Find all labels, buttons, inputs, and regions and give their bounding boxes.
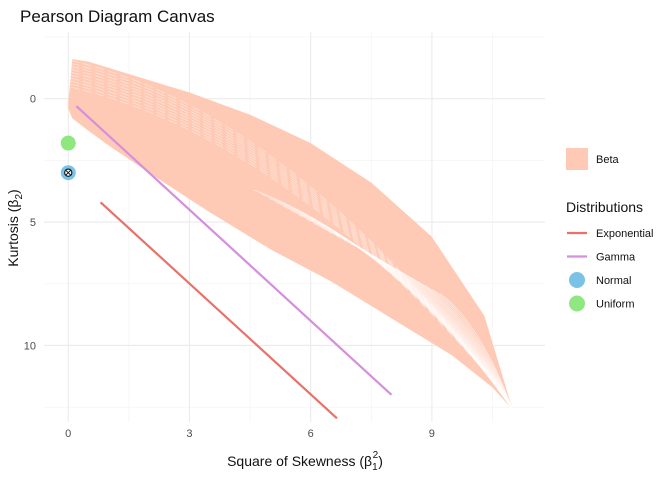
beta-curve [439, 293, 514, 410]
y-axis-label-symbol: (β [5, 200, 21, 213]
legend: Beta Distributions Exponential Gamma Normal U… [566, 148, 654, 312]
y-axis-label-sub: 2 [14, 194, 25, 200]
beta-outer-curve [70, 74, 509, 401]
beta-curve [432, 289, 514, 410]
beta-curve [424, 284, 514, 410]
legend-label-gamma: Gamma [596, 252, 636, 264]
x-tick-label: 3 [186, 428, 192, 440]
legend-key-beta [566, 148, 588, 170]
series-line-exponential [99, 201, 338, 420]
chart-title: Pearson Diagram Canvas [20, 7, 215, 26]
tick-labels: 0 3 6 9 0 5 10 [24, 94, 435, 440]
points-layer [60, 135, 76, 181]
legend-label-normal: Normal [596, 275, 631, 287]
beta-outer-curve [70, 80, 509, 401]
reference-point-cross [65, 169, 72, 176]
y-tick-label: 10 [24, 340, 36, 352]
x-axis-label-symbol: (β [359, 453, 372, 469]
x-axis-label-sup: 2 [373, 450, 379, 461]
x-tick-label: 6 [308, 428, 314, 440]
point-uniform [60, 135, 76, 151]
beta-area [68, 59, 513, 410]
legend-label-exponential: Exponential [596, 228, 654, 240]
y-axis-label-close: ) [5, 189, 21, 194]
beta-outer-curve [70, 86, 509, 401]
x-axis-label-sub: 1 [372, 462, 378, 473]
beta-curve [417, 280, 514, 410]
beta-outer-curve [70, 77, 509, 401]
beta-outer-curve [70, 62, 509, 401]
y-tick-label: 0 [30, 94, 36, 106]
x-axis-title: Square of Skewness (β12) [227, 450, 383, 473]
legend-key-normal [569, 272, 585, 288]
series-layer [75, 105, 393, 420]
y-axis-label-text: Kurtosis [5, 216, 21, 267]
beta-outer-curve [70, 59, 509, 401]
x-axis-label-text: Square of Skewness [227, 453, 355, 469]
legend-key-uniform [569, 295, 585, 312]
x-axis-label-close: ) [378, 453, 383, 469]
x-tick-label: 9 [429, 428, 435, 440]
beta-region [68, 59, 514, 410]
series-line-gamma [75, 105, 393, 396]
legend-label-beta: Beta [596, 154, 620, 166]
legend-label-uniform: Uniform [596, 299, 635, 311]
legend-title: Distributions [566, 199, 643, 215]
beta-outer-curve [70, 71, 509, 401]
y-tick-label: 5 [30, 217, 36, 229]
x-tick-label: 0 [65, 428, 71, 440]
y-axis-title: Kurtosis (β2) [5, 189, 25, 266]
beta-curve [409, 276, 514, 410]
beta-outer-curve [70, 83, 509, 401]
